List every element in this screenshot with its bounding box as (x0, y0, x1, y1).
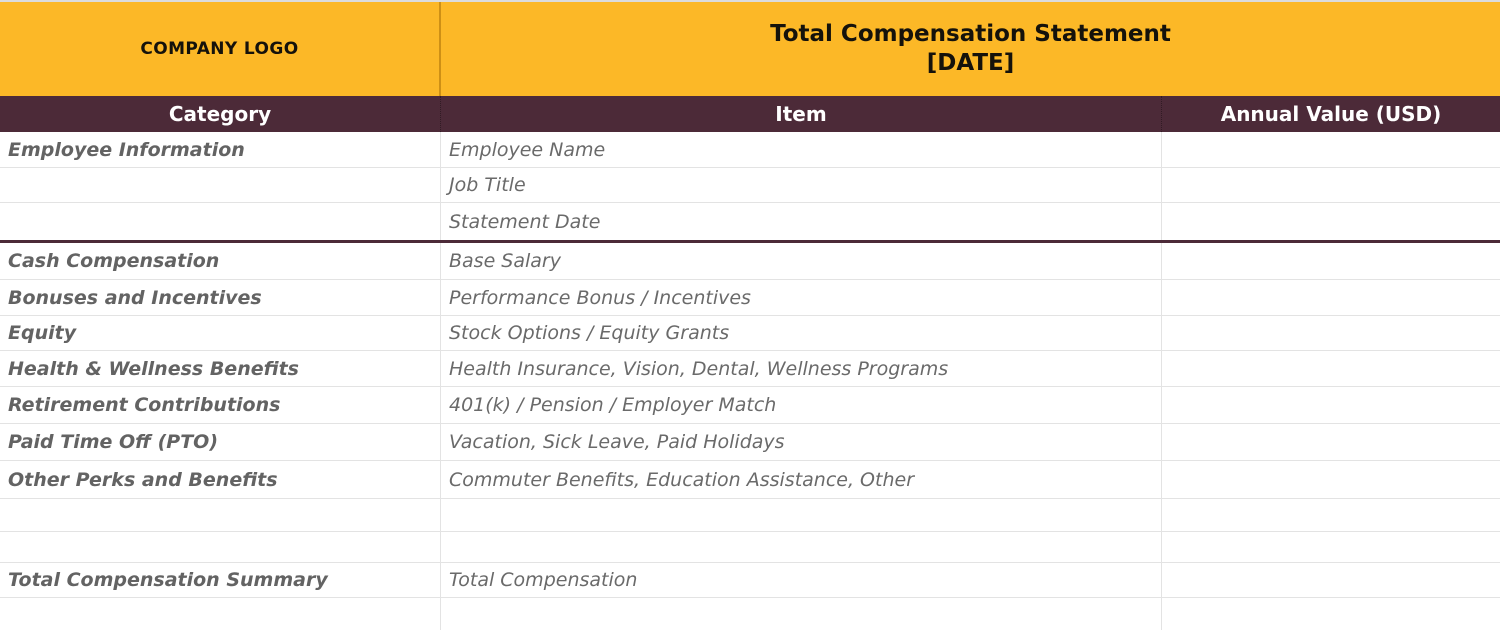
item-cell: Total Compensation (441, 563, 1162, 597)
category-cell: Bonuses and Incentives (0, 280, 441, 315)
value-cell (1162, 424, 1500, 460)
item-cell: Vacation, Sick Leave, Paid Holidays (441, 424, 1162, 460)
item-cell: Base Salary (441, 243, 1162, 279)
table-row: Health & Wellness Benefits Health Insura… (0, 351, 1500, 387)
item-cell (441, 532, 1162, 562)
column-header-category: Category (0, 96, 441, 132)
category-cell: Equity (0, 316, 441, 350)
category-cell: Employee Information (0, 132, 441, 167)
category-cell (0, 598, 441, 630)
item-cell: Statement Date (441, 203, 1162, 240)
item-cell (441, 598, 1162, 630)
value-cell (1162, 316, 1500, 350)
item-cell: Performance Bonus / Incentives (441, 280, 1162, 315)
value-cell (1162, 243, 1500, 279)
value-cell (1162, 203, 1500, 240)
value-cell (1162, 532, 1500, 562)
table-row: Paid Time Off (PTO) Vacation, Sick Leave… (0, 424, 1500, 461)
value-cell (1162, 351, 1500, 386)
table-row: Employee Information Employee Name (0, 132, 1500, 168)
value-cell (1162, 563, 1500, 597)
item-cell: Stock Options / Equity Grants (441, 316, 1162, 350)
statement-date-placeholder: [DATE] (926, 50, 1015, 76)
table-row (0, 499, 1500, 532)
table-body: Employee Information Employee Name Job T… (0, 132, 1500, 630)
category-cell (0, 168, 441, 202)
table-row: Retirement Contributions 401(k) / Pensio… (0, 387, 1500, 424)
table-header-row: Category Item Annual Value (USD) (0, 96, 1500, 132)
value-cell (1162, 168, 1500, 202)
value-cell (1162, 598, 1500, 630)
item-cell: Employee Name (441, 132, 1162, 167)
column-header-item: Item (441, 96, 1162, 132)
column-header-annual-value: Annual Value (USD) (1220, 102, 1442, 126)
category-cell: Total Compensation Summary (0, 563, 441, 597)
value-cell (1162, 280, 1500, 315)
category-cell (0, 203, 441, 240)
company-logo-cell: COMPANY LOGO (0, 2, 441, 96)
table-row (0, 532, 1500, 563)
table-row: Statement Date (0, 203, 1500, 243)
value-cell (1162, 132, 1500, 167)
category-cell (0, 499, 441, 531)
category-cell: Retirement Contributions (0, 387, 441, 423)
statement-title-cell: Total Compensation Statement [DATE] (441, 2, 1500, 96)
value-cell (1162, 461, 1500, 498)
category-cell: Paid Time Off (PTO) (0, 424, 441, 460)
item-cell: Job Title (441, 168, 1162, 202)
item-cell (441, 499, 1162, 531)
item-cell: Commuter Benefits, Education Assistance,… (441, 461, 1162, 498)
item-cell: Health Insurance, Vision, Dental, Wellne… (441, 351, 1162, 386)
category-cell: Health & Wellness Benefits (0, 351, 441, 386)
item-cell: 401(k) / Pension / Employer Match (441, 387, 1162, 423)
banner: COMPANY LOGO Total Compensation Statemen… (0, 0, 1500, 96)
value-cell (1162, 387, 1500, 423)
category-cell: Cash Compensation (0, 243, 441, 279)
table-row (0, 598, 1500, 630)
table-row: Cash Compensation Base Salary (0, 243, 1500, 280)
value-cell (1162, 499, 1500, 531)
table-row: Total Compensation Summary Total Compens… (0, 563, 1500, 598)
statement-title: Total Compensation Statement (770, 21, 1171, 47)
table-row: Bonuses and Incentives Performance Bonus… (0, 280, 1500, 316)
table-row: Other Perks and Benefits Commuter Benefi… (0, 461, 1500, 499)
category-cell: Other Perks and Benefits (0, 461, 441, 498)
category-cell (0, 532, 441, 562)
table-row: Equity Stock Options / Equity Grants (0, 316, 1500, 351)
company-logo-text: COMPANY LOGO (140, 39, 299, 59)
table-row: Job Title (0, 168, 1500, 203)
